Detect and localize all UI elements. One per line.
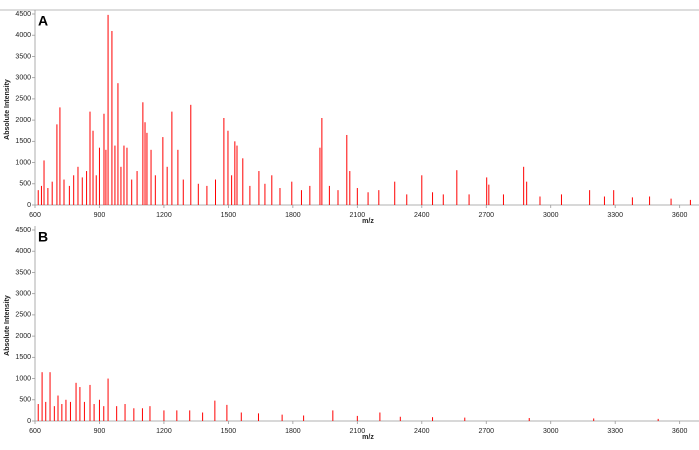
x-tick-label: 3000 [543, 428, 559, 435]
x-tick-label: 3600 [672, 212, 688, 219]
x-tick-label: 2400 [414, 428, 430, 435]
x-tick-label: 600 [29, 212, 41, 219]
x-axis-title: m/z [362, 434, 374, 441]
y-tick-label: 0 [27, 202, 31, 209]
x-tick-label: 2700 [478, 428, 494, 435]
x-tick-label: 2100 [350, 212, 366, 219]
x-tick-label: 1800 [285, 428, 301, 435]
y-tick-label: 2500 [15, 312, 31, 319]
y-tick-label: 2500 [15, 96, 31, 103]
x-tick-label: 1500 [221, 212, 237, 219]
y-axis-title: Absolute Intensity [4, 79, 11, 140]
y-tick-label: 4500 [15, 227, 31, 234]
panel-label: A [38, 13, 48, 29]
y-tick-label: 500 [19, 181, 31, 188]
y-tick-label: 500 [19, 397, 31, 404]
x-tick-label: 2400 [414, 212, 430, 219]
y-tick-label: 1000 [15, 375, 31, 382]
x-tick-label: 900 [94, 428, 106, 435]
y-tick-label: 3500 [15, 53, 31, 60]
y-tick-label: 2000 [15, 333, 31, 340]
y-tick-label: 4500 [15, 11, 31, 18]
y-tick-label: 0 [27, 418, 31, 425]
y-tick-label: 3000 [15, 291, 31, 298]
x-tick-label: 600 [29, 428, 41, 435]
y-tick-label: 4000 [15, 248, 31, 255]
x-tick-label: 3000 [543, 212, 559, 219]
y-tick-label: 3000 [15, 75, 31, 82]
x-tick-label: 3300 [607, 212, 623, 219]
x-tick-label: 1200 [156, 212, 172, 219]
y-tick-label: 1000 [15, 159, 31, 166]
x-tick-label: 3600 [672, 428, 688, 435]
y-axis-title: Absolute Intensity [4, 295, 11, 356]
panel-label: B [38, 229, 48, 245]
x-tick-label: 900 [94, 212, 106, 219]
x-tick-label: 1200 [156, 428, 172, 435]
x-tick-label: 1500 [221, 428, 237, 435]
y-tick-label: 1500 [15, 354, 31, 361]
x-tick-label: 2700 [478, 212, 494, 219]
y-tick-label: 3500 [15, 269, 31, 276]
y-tick-label: 4000 [15, 32, 31, 39]
x-tick-label: 3300 [607, 428, 623, 435]
y-tick-label: 2000 [15, 117, 31, 124]
x-axis-title: m/z [362, 218, 374, 225]
y-tick-label: 1500 [15, 138, 31, 145]
x-tick-label: 1800 [285, 212, 301, 219]
x-tick-label: 2100 [350, 428, 366, 435]
